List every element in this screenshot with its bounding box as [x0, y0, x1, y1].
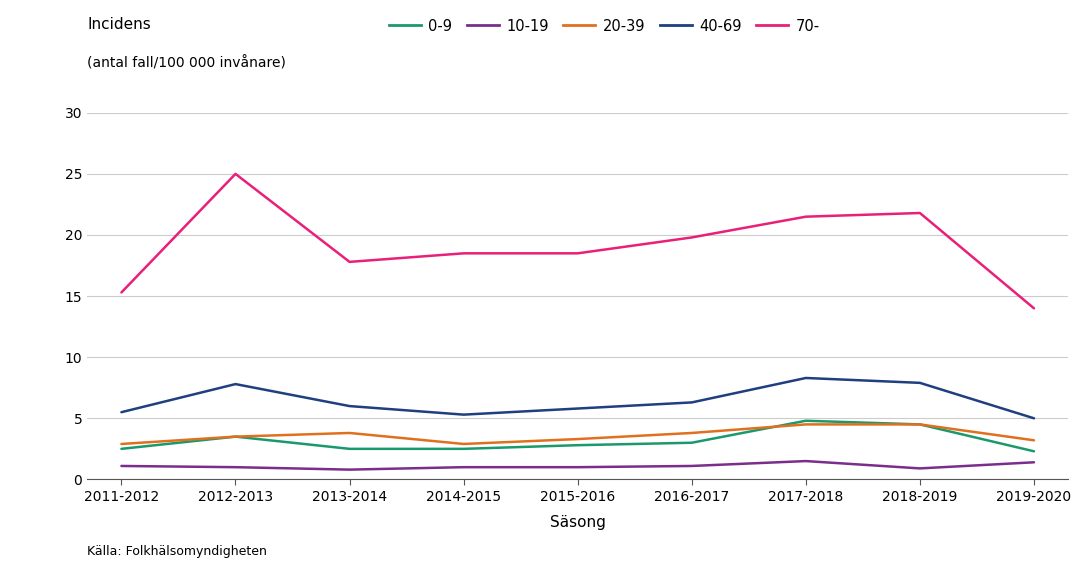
Line: 70-: 70-	[121, 174, 1034, 309]
Text: (antal fall/100 000 invånare): (antal fall/100 000 invånare)	[87, 56, 286, 71]
0-9	[343, 446, 356, 452]
40-69	[571, 405, 584, 412]
20-39	[913, 421, 926, 428]
10-19	[799, 458, 812, 465]
10-19	[229, 464, 242, 470]
X-axis label: Säsong: Säsong	[549, 515, 606, 530]
70-	[1028, 305, 1041, 312]
10-19	[686, 462, 699, 469]
Line: 20-39: 20-39	[121, 424, 1034, 444]
20-39	[799, 421, 812, 428]
70-	[343, 258, 356, 265]
20-39	[1028, 437, 1041, 444]
0-9	[1028, 448, 1041, 455]
Text: Incidens: Incidens	[87, 17, 150, 32]
10-19	[343, 466, 356, 473]
0-9	[913, 421, 926, 428]
70-	[457, 250, 470, 257]
70-	[229, 170, 242, 177]
40-69	[799, 374, 812, 381]
10-19	[114, 462, 128, 469]
Line: 0-9: 0-9	[121, 421, 1034, 451]
0-9	[114, 446, 128, 452]
40-69	[114, 409, 128, 416]
10-19	[457, 464, 470, 470]
10-19	[1028, 459, 1041, 466]
Text: Källa: Folkhälsomyndigheten: Källa: Folkhälsomyndigheten	[87, 545, 267, 558]
70-	[913, 210, 926, 217]
0-9	[686, 439, 699, 446]
70-	[799, 213, 812, 220]
Line: 10-19: 10-19	[121, 461, 1034, 470]
20-39	[571, 435, 584, 442]
70-	[571, 250, 584, 257]
20-39	[457, 440, 470, 447]
40-69	[686, 399, 699, 406]
Line: 40-69: 40-69	[121, 378, 1034, 418]
40-69	[1028, 415, 1041, 422]
40-69	[913, 380, 926, 386]
40-69	[457, 411, 470, 418]
0-9	[571, 442, 584, 448]
10-19	[913, 465, 926, 472]
0-9	[799, 417, 812, 424]
70-	[114, 289, 128, 296]
0-9	[457, 446, 470, 452]
20-39	[343, 430, 356, 437]
20-39	[229, 433, 242, 440]
40-69	[343, 403, 356, 409]
70-	[686, 234, 699, 241]
20-39	[686, 430, 699, 437]
40-69	[229, 381, 242, 387]
10-19	[571, 464, 584, 470]
20-39	[114, 440, 128, 447]
0-9	[229, 433, 242, 440]
Legend: 0-9, 10-19, 20-39, 40-69, 70-: 0-9, 10-19, 20-39, 40-69, 70-	[389, 19, 820, 34]
